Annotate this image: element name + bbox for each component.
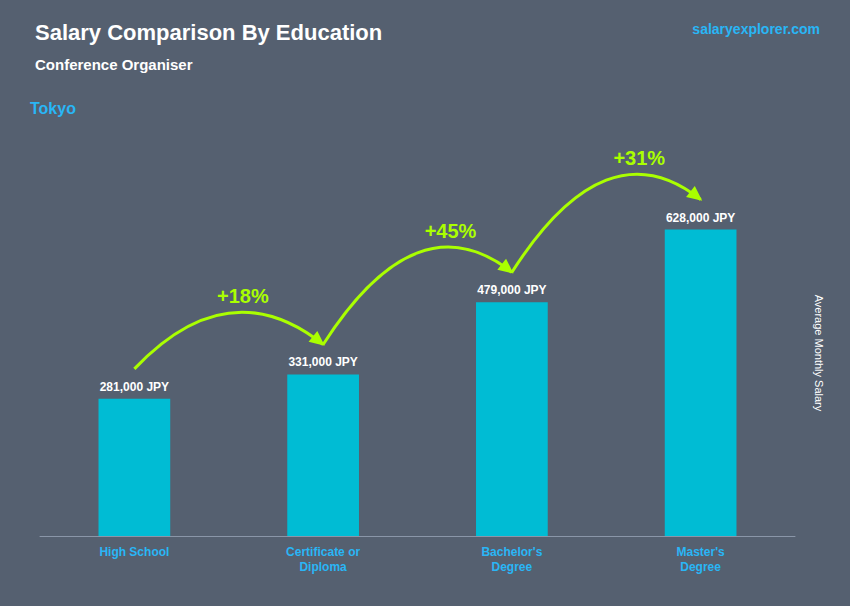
svg-text:Average Monthly Salary: Average Monthly Salary	[813, 295, 825, 412]
svg-text:Conference Organiser: Conference Organiser	[35, 56, 193, 73]
svg-text:Certificate or: Certificate or	[286, 545, 360, 559]
svg-text:Master's: Master's	[677, 545, 726, 559]
svg-text:Diploma: Diploma	[299, 560, 347, 574]
svg-text:+31%: +31%	[613, 147, 665, 169]
svg-text:+18%: +18%	[217, 285, 269, 307]
svg-text:Degree: Degree	[680, 560, 721, 574]
svg-text:Salary Comparison By Education: Salary Comparison By Education	[35, 20, 382, 45]
svg-text:281,000 JPY: 281,000 JPY	[100, 380, 169, 394]
svg-text:479,000 JPY: 479,000 JPY	[477, 283, 546, 297]
svg-text:628,000 JPY: 628,000 JPY	[666, 211, 735, 225]
svg-text:331,000 JPY: 331,000 JPY	[288, 355, 357, 369]
svg-text:Degree: Degree	[492, 560, 533, 574]
svg-text:+45%: +45%	[425, 220, 477, 242]
svg-text:salaryexplorer.com: salaryexplorer.com	[692, 21, 820, 37]
svg-text:High School: High School	[99, 545, 169, 559]
svg-text:Bachelor's: Bachelor's	[481, 545, 542, 559]
svg-text:Tokyo: Tokyo	[30, 100, 76, 117]
